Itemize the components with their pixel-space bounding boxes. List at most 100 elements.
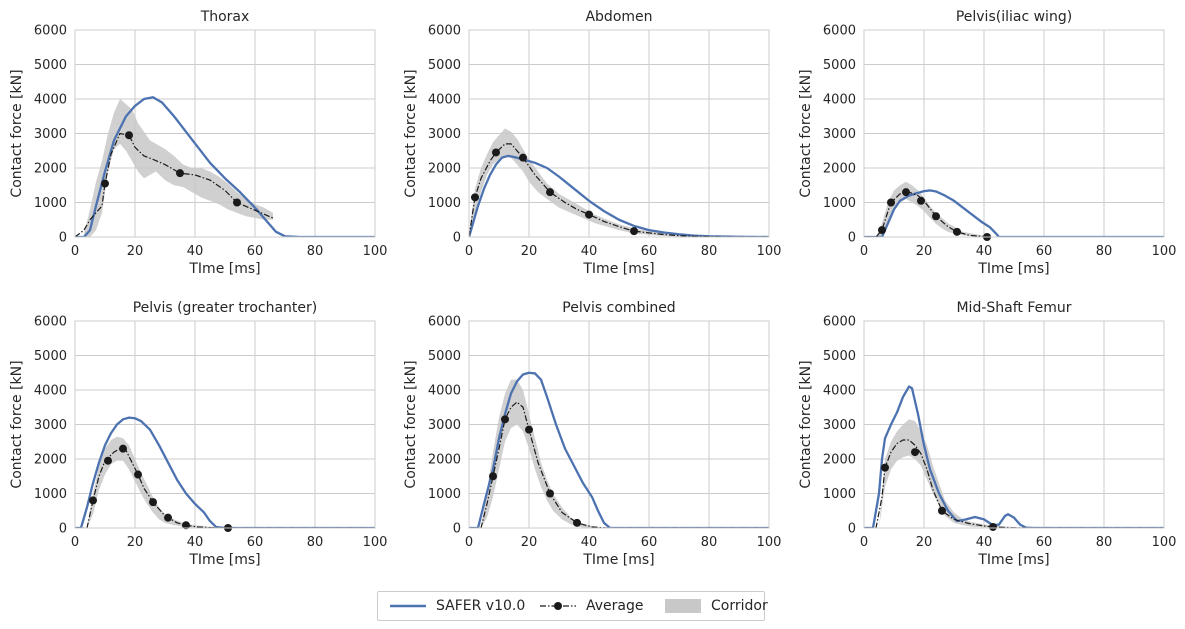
x-tick-label: 80 [701, 535, 718, 550]
x-tick-label: 0 [465, 535, 473, 550]
safer-line [469, 371, 769, 528]
y-axis-label: Contact force [kN] [798, 69, 814, 197]
y-tick-label: 0 [453, 522, 461, 537]
x-tick-label: 40 [976, 244, 993, 259]
y-tick-label: 3000 [428, 127, 461, 142]
y-tick-label: 2000 [823, 453, 856, 468]
legend-item-corridor: Corridor [665, 592, 768, 620]
x-tick-label: 0 [71, 244, 79, 259]
y-tick-label: 5000 [823, 58, 856, 73]
average-marker [917, 196, 925, 205]
y-tick-label: 4000 [34, 93, 67, 108]
chart-title: Abdomen [585, 9, 652, 25]
axes-frame [74, 29, 376, 238]
average-marker [489, 472, 497, 481]
legend-label-safer: SAFER v10.0 [436, 598, 526, 614]
legend-average-line-icon [540, 602, 576, 610]
average-marker [881, 463, 889, 472]
average-marker [630, 227, 638, 236]
x-axis-label: TIme [ms] [977, 261, 1049, 277]
x-tick-label: 40 [581, 244, 598, 259]
average-marker [546, 188, 554, 197]
panel-4: 0 20 40 60 80 1000100020003000400050006000Pel… [9, 300, 387, 568]
average-marker [104, 456, 112, 465]
average-line [469, 143, 769, 237]
average-marker [164, 513, 172, 522]
panel-3: 0 20 40 60 80 1000100020003000400050006000Pel… [798, 9, 1176, 277]
y-tick-label: 0 [848, 231, 856, 246]
x-tick-label: 100 [1152, 535, 1177, 550]
legend-safer-line-icon [390, 604, 426, 608]
y-tick-label: 0 [59, 231, 67, 246]
x-tick-label: 60 [1036, 535, 1053, 550]
average-line [864, 191, 991, 237]
average-marker [887, 198, 895, 207]
y-tick-label: 4000 [823, 93, 856, 108]
average-marker [176, 169, 184, 178]
panel-5: 0 20 40 60 80 1000100020003000400050006000Pel… [403, 300, 781, 568]
y-tick-label: 6000 [823, 315, 856, 330]
x-axis-label: TIme [ms] [188, 261, 260, 277]
chart-title: Mid-Shaft Femur [956, 300, 1071, 316]
y-tick-label: 2000 [34, 453, 67, 468]
x-tick-label: 20 [127, 244, 144, 259]
average-marker [233, 198, 241, 207]
legend-label-average: Average [586, 598, 644, 614]
x-tick-label: 40 [187, 244, 204, 259]
average-marker [89, 496, 97, 505]
average-marker [989, 522, 997, 531]
average-marker [119, 444, 127, 453]
x-tick-label: 40 [976, 535, 993, 550]
average-marker [938, 506, 946, 515]
x-tick-label: 60 [641, 244, 658, 259]
y-tick-label: 4000 [823, 384, 856, 399]
y-tick-label: 6000 [823, 24, 856, 39]
y-tick-label: 4000 [428, 93, 461, 108]
y-tick-label: 4000 [428, 384, 461, 399]
x-tick-label: 60 [641, 535, 658, 550]
y-tick-label: 2000 [34, 162, 67, 177]
x-tick-label: 100 [363, 244, 388, 259]
corridor-band [87, 436, 225, 528]
y-tick-label: 1000 [34, 196, 67, 211]
y-tick-label: 5000 [34, 58, 67, 73]
x-tick-label: 80 [1096, 535, 1113, 550]
y-tick-label: 1000 [428, 487, 461, 502]
panel-1: 0 20 40 60 80 1000100020003000400050006000Tho… [9, 9, 387, 277]
average-marker [101, 179, 109, 188]
average-marker [492, 148, 500, 157]
x-tick-label: 100 [1152, 244, 1177, 259]
y-tick-label: 2000 [823, 162, 856, 177]
x-tick-label: 20 [127, 535, 144, 550]
y-tick-label: 0 [59, 522, 67, 537]
x-tick-label: 60 [1036, 244, 1053, 259]
y-tick-label: 2000 [428, 162, 461, 177]
y-axis-label: Contact force [kN] [403, 69, 419, 197]
y-axis-label: Contact force [kN] [403, 360, 419, 488]
axes-frame [863, 29, 1165, 238]
x-tick-label: 80 [1096, 244, 1113, 259]
y-tick-label: 6000 [428, 315, 461, 330]
x-axis-label: TIme [ms] [188, 552, 260, 568]
axes-frame [863, 320, 1165, 529]
average-marker [911, 448, 919, 457]
x-tick-label: 20 [916, 244, 933, 259]
legend-item-safer: SAFER v10.0 [390, 592, 525, 620]
average-marker [878, 226, 886, 235]
average-marker [501, 415, 509, 424]
average-marker [471, 193, 479, 202]
y-tick-label: 5000 [428, 349, 461, 364]
average-marker [585, 210, 593, 219]
corridor-band [481, 379, 613, 528]
y-tick-label: 0 [453, 231, 461, 246]
data-layer [469, 371, 769, 528]
average-line [469, 401, 769, 528]
data-layer [75, 416, 375, 528]
x-tick-label: 20 [521, 244, 538, 259]
panel-6: 0 20 40 60 80 1000100020003000400050006000Mid… [798, 300, 1176, 568]
y-tick-label: 3000 [428, 418, 461, 433]
average-marker [573, 518, 581, 527]
safer-line [864, 189, 1164, 237]
legend-item-average: Average [540, 592, 644, 620]
y-tick-label: 5000 [34, 349, 67, 364]
